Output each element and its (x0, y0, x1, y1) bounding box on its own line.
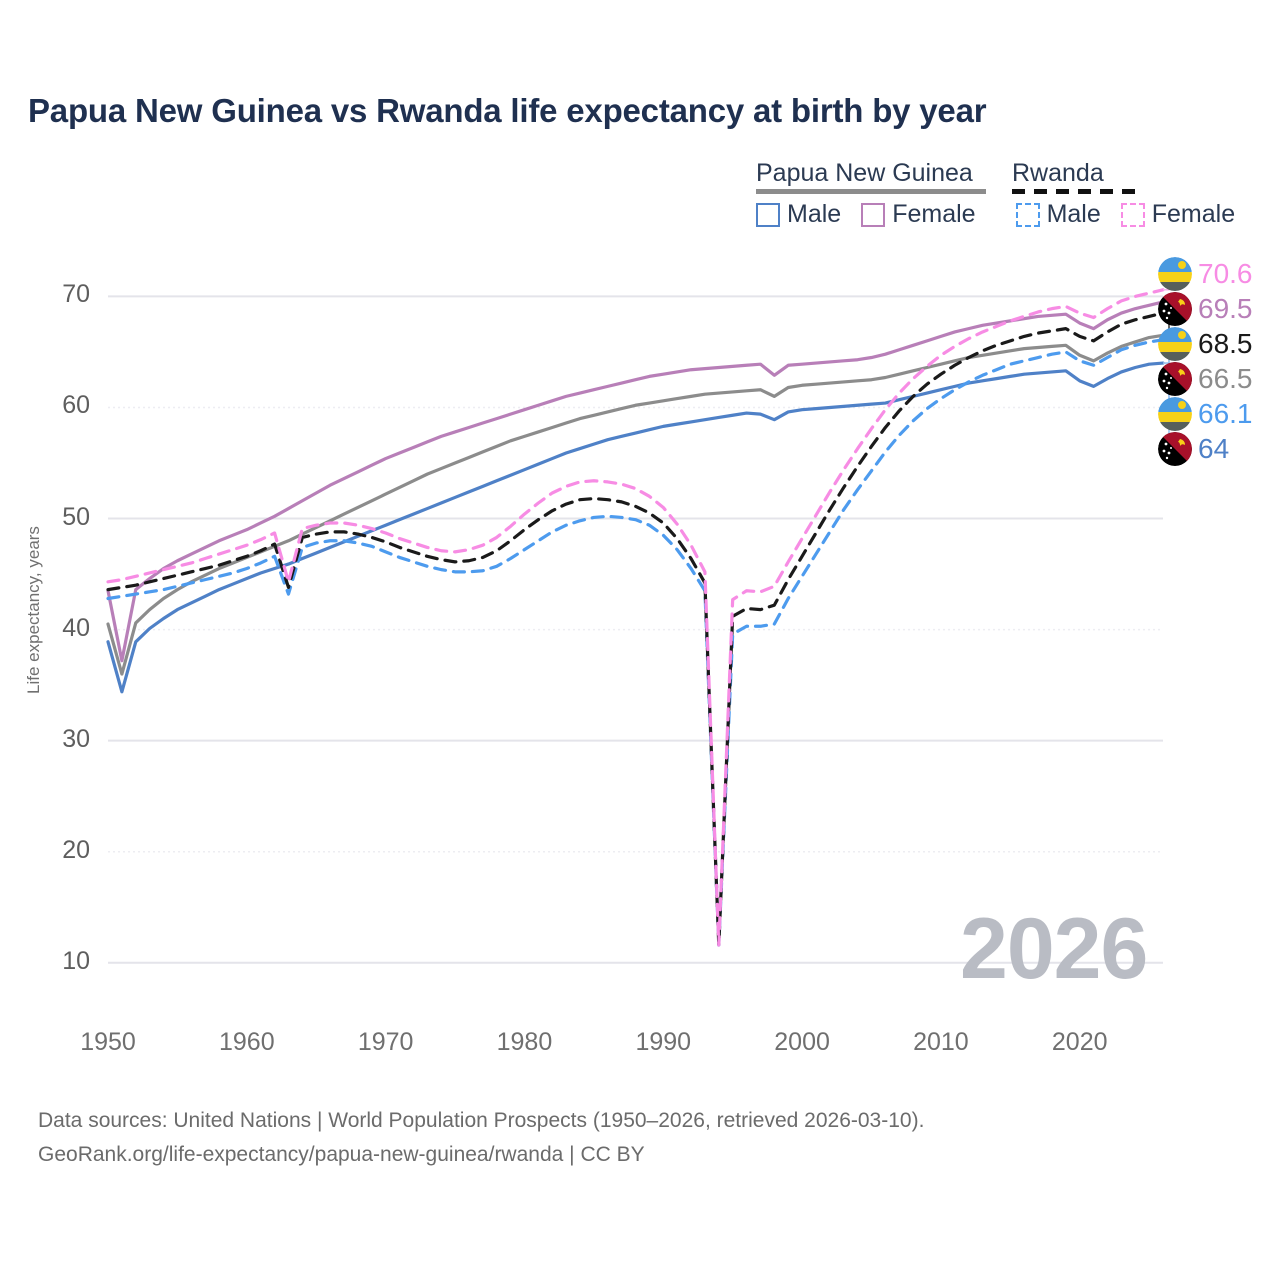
legend-group-png-label: Papua New Guinea (756, 159, 973, 187)
series-line-rwanda-female (106, 288, 1165, 947)
legend-swatch-icon-rwanda-female (1120, 202, 1145, 227)
page-title: Papua New Guinea vs Rwanda life expectan… (28, 92, 987, 129)
line-chart-plot (106, 271, 1179, 964)
legend-group-headers: Papua New Guinea Rwanda (756, 159, 1256, 195)
legend-group-rwanda: Rwanda (1012, 159, 1136, 195)
legend-label-rwanda-female: Female (1151, 200, 1236, 229)
footer-data-sources: Data sources: United Nations | World Pop… (38, 1109, 925, 1132)
series-end-value: 66.1 (1198, 397, 1253, 429)
series-line-rwanda-total (106, 311, 1165, 947)
series-line-rwanda-male (106, 338, 1165, 947)
y-axis-tick: 50 (62, 502, 90, 531)
series-line-papua-new-guinea-male (106, 361, 1165, 694)
x-axis-tick: 1990 (635, 1028, 692, 1056)
y-axis-tick: 30 (62, 724, 90, 753)
series-end-value: 69.5 (1198, 292, 1253, 324)
series-end-value: 70.6 (1198, 257, 1253, 289)
legend-group-rwanda-label: Rwanda (1012, 159, 1104, 187)
legend-item-rwanda-male[interactable]: Male (1015, 200, 1101, 229)
y-axis-tick: 20 (62, 835, 90, 864)
legend-label-png-male: Male (787, 200, 842, 229)
series-end-labels: 70.6 69.5 68.5 (1158, 256, 1253, 466)
png-flag-icon (1158, 291, 1192, 326)
series-end-label: 69.5 (1158, 291, 1253, 326)
png-flag-icon (1158, 431, 1192, 466)
series-end-label: 64 (1158, 431, 1253, 466)
series-end-value: 66.5 (1198, 362, 1253, 394)
x-axis-tick: 2000 (774, 1028, 830, 1056)
x-axis-tick: 2010 (913, 1028, 969, 1056)
y-axis-tick: 60 (62, 391, 90, 420)
year-watermark: 2026 (960, 901, 1148, 997)
legend-label-rwanda-male: Male (1046, 200, 1101, 229)
x-axis-tick: 1950 (80, 1028, 136, 1056)
y-axis-tick: 40 (62, 613, 90, 642)
series-end-value: 68.5 (1198, 327, 1253, 359)
rwanda-flag-icon (1158, 326, 1192, 361)
legend-item-png-female[interactable]: Female (861, 200, 976, 229)
legend-swatch-icon-rwanda-male (1015, 202, 1040, 227)
legend-swatch-icon-png-female (861, 202, 886, 227)
x-axis-tick: 2020 (1051, 1028, 1108, 1056)
y-axis-tick: 10 (62, 946, 90, 975)
png-flag-icon (1158, 361, 1192, 396)
legend-rwanda-rule (1012, 189, 1136, 195)
series-end-label: 66.1 (1158, 396, 1253, 431)
footer-attribution: GeoRank.org/life-expectancy/papua-new-gu… (38, 1143, 645, 1167)
series-end-label: 68.5 (1158, 326, 1253, 361)
series-line-papua-new-guinea-female (106, 300, 1165, 663)
legend-item-rwanda-female[interactable]: Female (1120, 200, 1236, 229)
legend-group-png: Papua New Guinea (756, 159, 986, 195)
legend-png-rule (756, 189, 986, 195)
footer: Data sources: United Nations | World Pop… (38, 1104, 924, 1172)
legend-items: Male Female Male Female (756, 200, 1256, 229)
legend: Papua New Guinea Rwanda Male Female Male (756, 160, 1256, 229)
series-end-label: 66.5 (1158, 361, 1253, 396)
rwanda-flag-icon (1158, 256, 1192, 291)
rwanda-flag-icon (1158, 396, 1192, 431)
series-line-papua-new-guinea-total (106, 333, 1165, 676)
y-axis-tick: 70 (62, 280, 90, 309)
legend-label-png-female: Female (892, 200, 976, 229)
x-axis-tick: 1970 (357, 1028, 414, 1056)
series-end-label: 70.6 (1158, 256, 1253, 291)
legend-swatch-icon-png-male (756, 202, 780, 227)
series-end-value: 64 (1198, 432, 1230, 464)
x-axis-tick: 1960 (219, 1028, 275, 1056)
x-axis-tick: 1980 (496, 1028, 553, 1056)
legend-item-png-male[interactable]: Male (756, 200, 841, 229)
